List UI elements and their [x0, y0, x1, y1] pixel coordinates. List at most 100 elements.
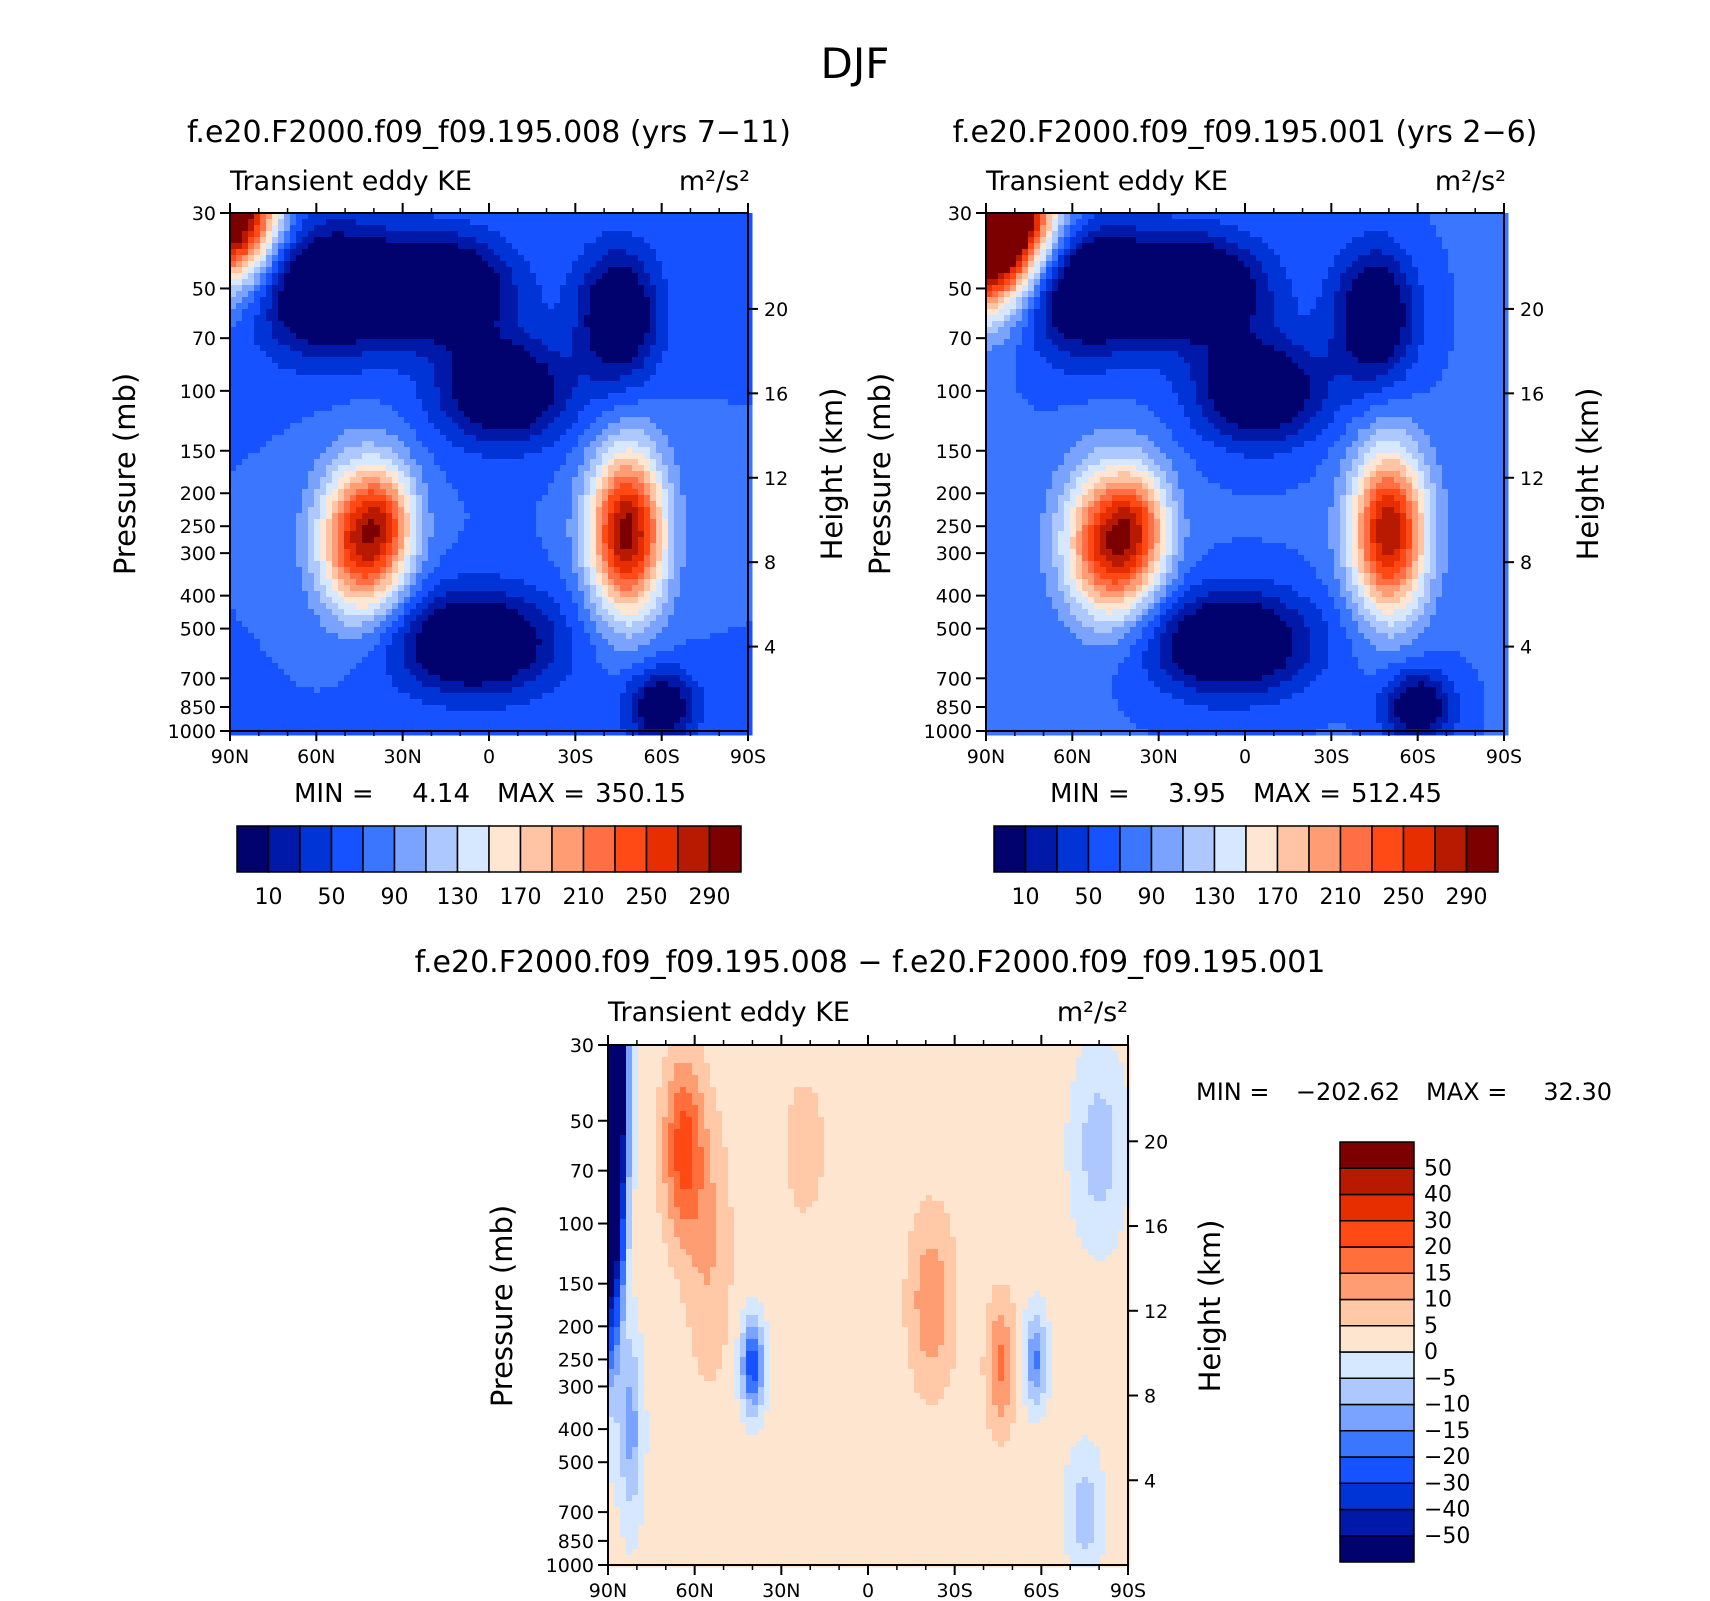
field-cell: [656, 405, 663, 412]
field-cell: [626, 435, 633, 442]
field-cell: [602, 291, 609, 298]
field-cell: [326, 237, 333, 244]
field-cell: [572, 291, 579, 298]
field-cell: [608, 321, 615, 328]
field-cell: [326, 279, 333, 286]
field-cell: [386, 411, 393, 418]
field-cell: [530, 267, 537, 274]
field-cell: [518, 273, 525, 280]
field-cell: [296, 267, 303, 274]
field-cell: [284, 459, 291, 466]
field-cell: [392, 291, 399, 298]
field-cell: [470, 333, 477, 340]
field-cell: [272, 255, 279, 262]
field-cell: [506, 477, 513, 484]
field-cell: [560, 399, 567, 406]
field-cell: [326, 477, 333, 484]
field-cell: [254, 549, 261, 556]
field-cell: [716, 423, 723, 430]
field-cell: [452, 501, 459, 508]
field-cell: [560, 339, 567, 346]
field-cell: [236, 471, 243, 478]
field-cell: [638, 303, 645, 310]
field-cell: [386, 309, 393, 316]
field-cell: [332, 339, 339, 346]
field-cell: [548, 477, 555, 484]
field-cell: [590, 267, 597, 274]
field-cell: [644, 345, 651, 352]
field-cell: [584, 519, 591, 526]
field-cell: [368, 279, 375, 286]
field-cell: [608, 519, 615, 526]
field-cell: [494, 471, 501, 478]
field-cell: [584, 285, 591, 292]
field-cell: [488, 285, 495, 292]
field-cell: [686, 435, 693, 442]
field-cell: [626, 399, 633, 406]
field-cell: [260, 423, 267, 430]
field-cell: [416, 315, 423, 322]
field-cell: [308, 465, 315, 472]
field-cell: [248, 291, 255, 298]
field-cell: [524, 363, 531, 370]
field-cell: [260, 237, 267, 244]
field-cell: [548, 459, 555, 466]
field-cell: [482, 477, 489, 484]
field-cell: [290, 393, 297, 400]
field-cell: [542, 243, 549, 250]
field-cell: [572, 273, 579, 280]
field-cell: [542, 237, 549, 244]
field-cell: [686, 387, 693, 394]
field-cell: [740, 297, 747, 304]
field-cell: [710, 345, 717, 352]
field-cell: [242, 507, 249, 514]
field-cell: [698, 351, 705, 358]
field-cell: [272, 387, 279, 394]
field-cell: [410, 267, 417, 274]
field-cell: [296, 435, 303, 442]
field-cell: [392, 297, 399, 304]
field-cell: [266, 381, 273, 388]
field-cell: [620, 447, 627, 454]
field-cell: [512, 261, 519, 268]
field-cell: [740, 525, 747, 532]
field-cell: [662, 327, 669, 334]
field-cell: [314, 261, 321, 268]
field-cell: [344, 333, 351, 340]
field-cell: [524, 507, 531, 514]
field-cell: [314, 297, 321, 304]
field-cell: [530, 375, 537, 382]
field-cell: [506, 471, 513, 478]
field-cell: [398, 435, 405, 442]
field-cell: [560, 237, 567, 244]
field-cell: [284, 237, 291, 244]
field-cell: [242, 369, 249, 376]
field-cell: [734, 513, 741, 520]
field-cell: [248, 513, 255, 520]
field-cell: [614, 219, 621, 226]
field-cell: [716, 273, 723, 280]
field-cell: [296, 315, 303, 322]
field-cell: [248, 537, 255, 544]
field-cell: [746, 255, 753, 262]
field-cell: [566, 471, 573, 478]
field-cell: [512, 303, 519, 310]
field-cell: [428, 321, 435, 328]
field-cell: [686, 327, 693, 334]
field-cell: [692, 297, 699, 304]
field-cell: [470, 507, 477, 514]
field-cell: [590, 393, 597, 400]
field-cell: [722, 471, 729, 478]
field-cell: [602, 261, 609, 268]
field-cell: [626, 471, 633, 478]
field-cell: [236, 285, 243, 292]
field-cell: [266, 465, 273, 472]
field-cell: [314, 375, 321, 382]
field-cell: [650, 417, 657, 424]
field-cell: [740, 549, 747, 556]
field-cell: [404, 303, 411, 310]
field-cell: [482, 321, 489, 328]
field-cell: [278, 537, 285, 544]
field-cell: [554, 513, 561, 520]
field-cell: [356, 369, 363, 376]
